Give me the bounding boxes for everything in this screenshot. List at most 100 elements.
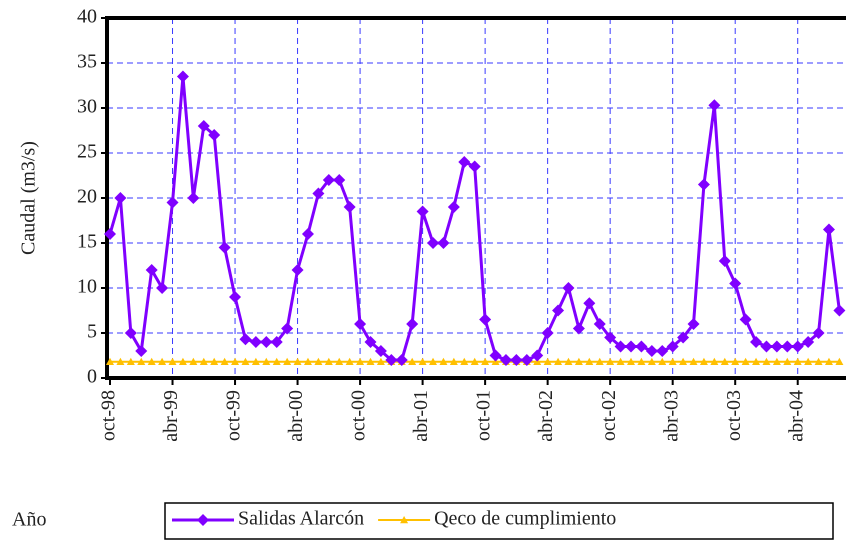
legend-marker: [197, 514, 209, 526]
data-point: [314, 357, 323, 365]
data-point: [449, 357, 458, 365]
legend-box: [164, 502, 834, 540]
data-point: [168, 357, 177, 365]
data-point: [158, 357, 167, 365]
data-point: [303, 357, 312, 365]
data-point: [354, 318, 367, 330]
x-axis-title: Año: [12, 509, 46, 531]
data-point: [199, 357, 208, 365]
data-point: [710, 357, 719, 365]
data-point: [447, 201, 460, 213]
data-point: [520, 354, 533, 366]
data-point: [677, 331, 690, 344]
data-point: [781, 340, 794, 353]
data-point: [645, 345, 658, 357]
data-point: [835, 357, 844, 365]
data-point: [802, 336, 815, 348]
x-tick-label: abr-00: [285, 390, 307, 442]
data-point: [166, 196, 179, 209]
data-point: [614, 340, 627, 353]
data-point: [720, 357, 729, 365]
data-point: [147, 357, 156, 365]
data-point: [543, 357, 552, 365]
x-tick-label: abr-99: [160, 390, 182, 442]
data-point: [564, 357, 573, 365]
data-point: [489, 349, 502, 362]
data-point: [583, 297, 596, 310]
data-point: [366, 357, 375, 365]
data-point: [647, 357, 656, 365]
data-point: [301, 228, 314, 240]
data-point: [197, 120, 210, 132]
data-point: [625, 340, 637, 353]
y-tick-label: 0: [87, 366, 97, 388]
data-point: [439, 357, 448, 365]
data-point: [374, 345, 387, 357]
data-point: [666, 340, 679, 353]
x-tick-label: oct-03: [723, 390, 745, 441]
data-point: [699, 357, 708, 365]
data-point: [137, 357, 146, 365]
data-point: [249, 336, 262, 348]
data-point: [281, 322, 294, 335]
data-point: [156, 282, 169, 294]
data-point: [187, 192, 200, 204]
data-point: [427, 237, 440, 249]
legend-label: Qeco de cumplimiento: [434, 508, 616, 530]
y-tick-label: 40: [77, 6, 97, 28]
data-point: [731, 357, 740, 365]
data-point: [262, 357, 271, 365]
data-point: [385, 354, 398, 366]
y-axis-title: Caudal (m3/s): [18, 141, 40, 255]
data-point: [283, 357, 292, 365]
data-point: [189, 357, 198, 365]
data-point: [178, 357, 187, 365]
data-point: [593, 318, 606, 330]
y-tick-label: 30: [77, 96, 97, 118]
data-point: [218, 241, 231, 254]
y-tick-label: 25: [77, 141, 97, 163]
data-point: [241, 357, 250, 365]
data-point: [658, 357, 667, 365]
data-point: [229, 291, 242, 303]
data-point: [106, 357, 114, 365]
data-point: [562, 282, 575, 294]
data-point: [145, 264, 158, 276]
data-point: [708, 99, 721, 112]
legend-label: Salidas Alarcón: [238, 508, 364, 530]
data-point: [770, 340, 783, 353]
data-point: [343, 201, 356, 213]
data-point: [356, 357, 365, 365]
x-tick-label: oct-00: [348, 390, 370, 441]
legend-marker: [400, 516, 409, 524]
data-point: [395, 354, 408, 366]
data-point: [572, 322, 585, 335]
data-point: [791, 340, 804, 353]
data-point: [345, 357, 354, 365]
data-point: [793, 357, 802, 365]
data-point: [481, 357, 490, 365]
y-tick-label: 10: [77, 276, 97, 298]
data-point: [208, 129, 221, 141]
data-point: [408, 357, 417, 365]
data-point: [239, 333, 252, 346]
data-point: [291, 264, 304, 276]
data-point: [812, 327, 825, 339]
data-point: [114, 192, 127, 204]
data-point: [429, 357, 438, 365]
data-point: [772, 357, 781, 365]
data-point: [760, 340, 773, 353]
data-point: [324, 357, 333, 365]
data-point: [750, 336, 763, 348]
x-tick-label: abr-03: [660, 390, 682, 442]
data-point: [697, 178, 710, 191]
y-tick-label: 15: [77, 231, 97, 253]
data-point: [656, 345, 669, 357]
data-point: [499, 354, 512, 366]
data-point: [116, 357, 125, 365]
data-point: [460, 357, 469, 365]
data-point: [333, 174, 346, 186]
data-point: [595, 357, 604, 365]
data-point: [270, 336, 283, 348]
